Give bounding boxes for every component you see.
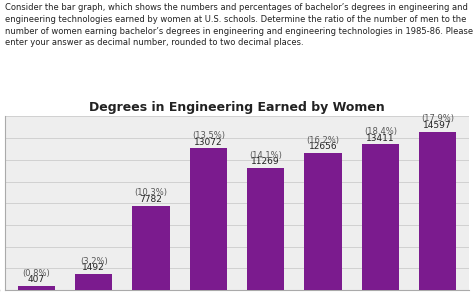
Text: (18.4%): (18.4%)	[364, 127, 397, 136]
Text: (13.5%): (13.5%)	[192, 131, 225, 140]
Text: (0.8%): (0.8%)	[22, 268, 50, 277]
Title: Degrees in Engineering Earned by Women: Degrees in Engineering Earned by Women	[89, 101, 385, 114]
Text: 11269: 11269	[251, 157, 280, 166]
Text: 407: 407	[27, 275, 45, 284]
Bar	[190, 148, 227, 290]
Text: 1492: 1492	[82, 263, 105, 272]
Text: (3.2%): (3.2%)	[80, 257, 108, 266]
Text: Consider the bar graph, which shows the numbers and percentages of bachelor’s de: Consider the bar graph, which shows the …	[5, 3, 473, 47]
Text: (17.9%): (17.9%)	[421, 115, 454, 123]
Text: (10.3%): (10.3%)	[135, 188, 167, 197]
Bar	[18, 286, 55, 290]
Text: 13411: 13411	[366, 134, 395, 143]
Bar	[132, 206, 170, 290]
Bar	[362, 144, 399, 290]
Text: 14597: 14597	[423, 121, 452, 130]
Text: 7782: 7782	[139, 195, 163, 204]
Bar	[75, 274, 112, 290]
Bar	[304, 153, 342, 290]
Text: (14.1%): (14.1%)	[249, 151, 282, 160]
Text: (16.2%): (16.2%)	[307, 136, 339, 144]
Bar	[419, 132, 456, 290]
Bar	[247, 168, 284, 290]
Text: 12656: 12656	[309, 142, 337, 151]
Text: 13072: 13072	[194, 137, 223, 146]
